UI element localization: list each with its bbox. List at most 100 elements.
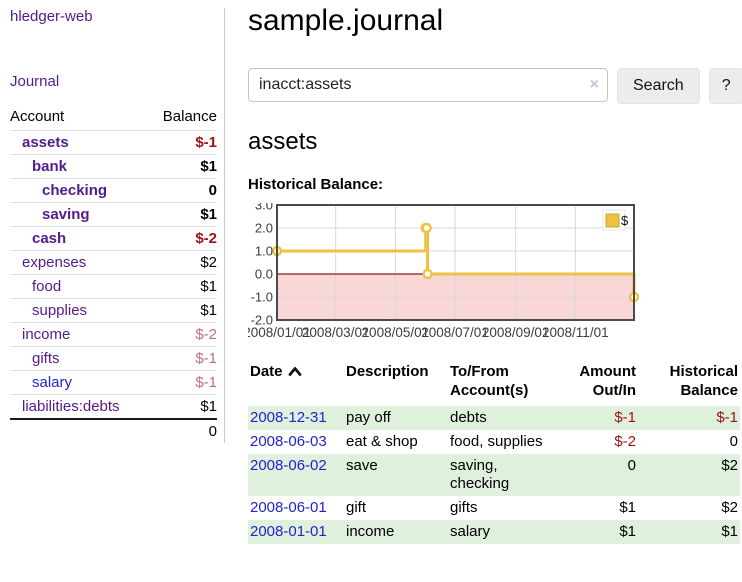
- account-name-cell: assets: [10, 130, 149, 155]
- transaction-date-link[interactable]: 2008-01-01: [250, 523, 327, 540]
- sidebar-account-link-bank[interactable]: bank: [32, 158, 68, 175]
- account-balance-cell: $1: [148, 154, 217, 179]
- account-name-cell: liabilities:debts: [10, 394, 149, 419]
- account-name-cell: saving: [10, 202, 149, 227]
- register-header-historical-balance[interactable]: Historical Balance: [638, 360, 740, 406]
- transaction-amount-cell: $-2: [614, 433, 636, 450]
- account-balance-value: 0: [208, 182, 217, 199]
- account-balance-cell: $-2: [148, 226, 217, 251]
- accounts-table: Account Balance assets $-1 bank $1 checking 0…: [10, 105, 217, 443]
- transaction-amount-cell: 0: [627, 457, 636, 474]
- x-axis-tick-label: 2008/01/01: [248, 325, 311, 340]
- transaction-amount-cell: $-1: [614, 409, 636, 426]
- sidebar-account-link-cash[interactable]: cash: [32, 230, 67, 247]
- account-row: income $-2: [10, 322, 217, 347]
- account-balance-value: $-2: [195, 230, 217, 247]
- page: hledger-web Journal Account Balance asse…: [10, 0, 742, 544]
- transaction-date-cell: 2008-01-01: [248, 520, 344, 544]
- transaction-date-cell: 2008-06-02: [248, 454, 344, 496]
- account-balance-cell: $1: [148, 298, 217, 323]
- accounts-total-spacer: [10, 418, 149, 443]
- account-row: checking 0: [10, 178, 217, 203]
- register-header-amount-out-in[interactable]: Amount Out/In: [552, 360, 638, 406]
- y-axis-tick-label: 0.0: [255, 267, 273, 282]
- balance-chart-svg: $3.0 2.0 1.0 0.0 -1.0 -2.02008/01/012008/03/0…: [248, 203, 640, 340]
- account-name-cell: expenses: [10, 250, 149, 275]
- register-header-label: Date: [250, 363, 283, 380]
- sidebar-account-link-gifts[interactable]: gifts: [32, 350, 60, 367]
- sidebar-account-link-food[interactable]: food: [32, 278, 62, 295]
- account-balance-value: $1: [200, 278, 217, 295]
- clear-search-icon[interactable]: ×: [589, 76, 599, 93]
- account-row: saving $1: [10, 202, 217, 227]
- transaction-balance-cell: $1: [721, 523, 738, 540]
- account-balance-value: $-1: [195, 350, 217, 367]
- transaction-accounts-cell: saving, checking: [450, 457, 510, 492]
- transaction-balance-cell: $-1: [716, 409, 738, 426]
- account-balance-cell: $-1: [148, 370, 217, 395]
- register-header-label: Historical Balance: [669, 363, 738, 399]
- account-row: salary $-1: [10, 370, 217, 395]
- search-button[interactable]: Search: [617, 68, 700, 104]
- sidebar-account-link-checking[interactable]: checking: [42, 182, 108, 199]
- account-balance-cell: 0: [148, 178, 217, 203]
- y-axis-tick-label: -2.0: [251, 313, 273, 328]
- register-header-to-from-account-s-[interactable]: To/From Account(s): [448, 360, 552, 406]
- account-balance-value: $1: [200, 398, 217, 415]
- page-title: sample.journal: [248, 4, 444, 37]
- transaction-row: 2008-12-31 pay off debts $-1 $-1: [248, 406, 740, 430]
- transaction-balance-cell: $2: [721, 457, 738, 474]
- transaction-date-link[interactable]: 2008-06-03: [250, 433, 327, 450]
- transaction-date-link[interactable]: 2008-06-01: [250, 499, 327, 516]
- register-header-description[interactable]: Description: [344, 360, 448, 406]
- app-title-link[interactable]: hledger-web: [10, 8, 93, 25]
- account-row: expenses $2: [10, 250, 217, 275]
- register-table: Date Description To/From Account(s) Amount …: [248, 360, 740, 544]
- sidebar-account-link-liabilities-debts[interactable]: liabilities:debts: [22, 398, 120, 415]
- account-row: assets $-1: [10, 130, 217, 155]
- sidebar-item-journal[interactable]: Journal: [10, 73, 60, 90]
- sort-ascending-icon: [288, 367, 301, 376]
- account-name-cell: supplies: [10, 298, 149, 323]
- accounts-total-row: 0: [10, 418, 217, 443]
- account-balance-cell: $-1: [148, 130, 217, 155]
- sidebar-account-link-saving[interactable]: saving: [42, 206, 90, 223]
- main-content: sample.journal × Search ? assets Histori…: [233, 0, 742, 544]
- search-form: × Search ?: [248, 68, 742, 104]
- y-axis-tick-label: 2.0: [255, 221, 273, 236]
- account-row: liabilities:debts $1: [10, 394, 217, 419]
- transaction-row: 2008-01-01 income salary $1 $1: [248, 520, 740, 544]
- transaction-row: 2008-06-01 gift gifts $1 $2: [248, 496, 740, 520]
- search-input[interactable]: [248, 68, 608, 102]
- sidebar-content: hledger-web Journal Account Balance asse…: [10, 8, 225, 443]
- account-row: supplies $1: [10, 298, 217, 323]
- help-button[interactable]: ?: [708, 68, 742, 104]
- register-header-label: To/From Account(s): [450, 363, 529, 399]
- transaction-description-cell: eat & shop: [346, 433, 418, 450]
- x-axis-tick-label: 2008/07/01: [421, 325, 489, 340]
- historical-balance-chart: $3.0 2.0 1.0 0.0 -1.0 -2.0 2008/01/01 2008/03/0…: [248, 203, 742, 346]
- transaction-row: 2008-06-02 save saving, checking 0 $2: [248, 454, 740, 496]
- account-balance-value: $-1: [195, 134, 217, 151]
- sidebar-account-link-expenses[interactable]: expenses: [22, 254, 87, 271]
- transaction-amount-cell: $1: [619, 523, 636, 540]
- account-name-cell: gifts: [10, 346, 149, 371]
- transaction-amount-cell: $1: [619, 499, 636, 516]
- sidebar-account-link-income[interactable]: income: [22, 326, 71, 343]
- x-axis-tick-label: 2008/03/01: [302, 325, 370, 340]
- transaction-description-cell: income: [346, 523, 395, 540]
- accounts-header-account: Account: [10, 108, 65, 125]
- transaction-date-cell: 2008-06-01: [248, 496, 344, 520]
- register-header-date[interactable]: Date: [248, 360, 344, 406]
- sidebar-account-link-assets[interactable]: assets: [22, 134, 69, 151]
- data-point-marker: [422, 268, 433, 280]
- data-point-marker: [421, 222, 432, 234]
- account-row: food $1: [10, 274, 217, 299]
- transaction-date-link[interactable]: 2008-12-31: [250, 409, 327, 426]
- transaction-date-link[interactable]: 2008-06-02: [250, 457, 327, 474]
- plot-frame: [276, 204, 635, 321]
- sidebar-account-link-supplies[interactable]: supplies: [32, 302, 88, 319]
- legend-swatch: [605, 213, 620, 228]
- account-heading: assets: [248, 128, 318, 155]
- sidebar-account-link-salary[interactable]: salary: [32, 374, 73, 391]
